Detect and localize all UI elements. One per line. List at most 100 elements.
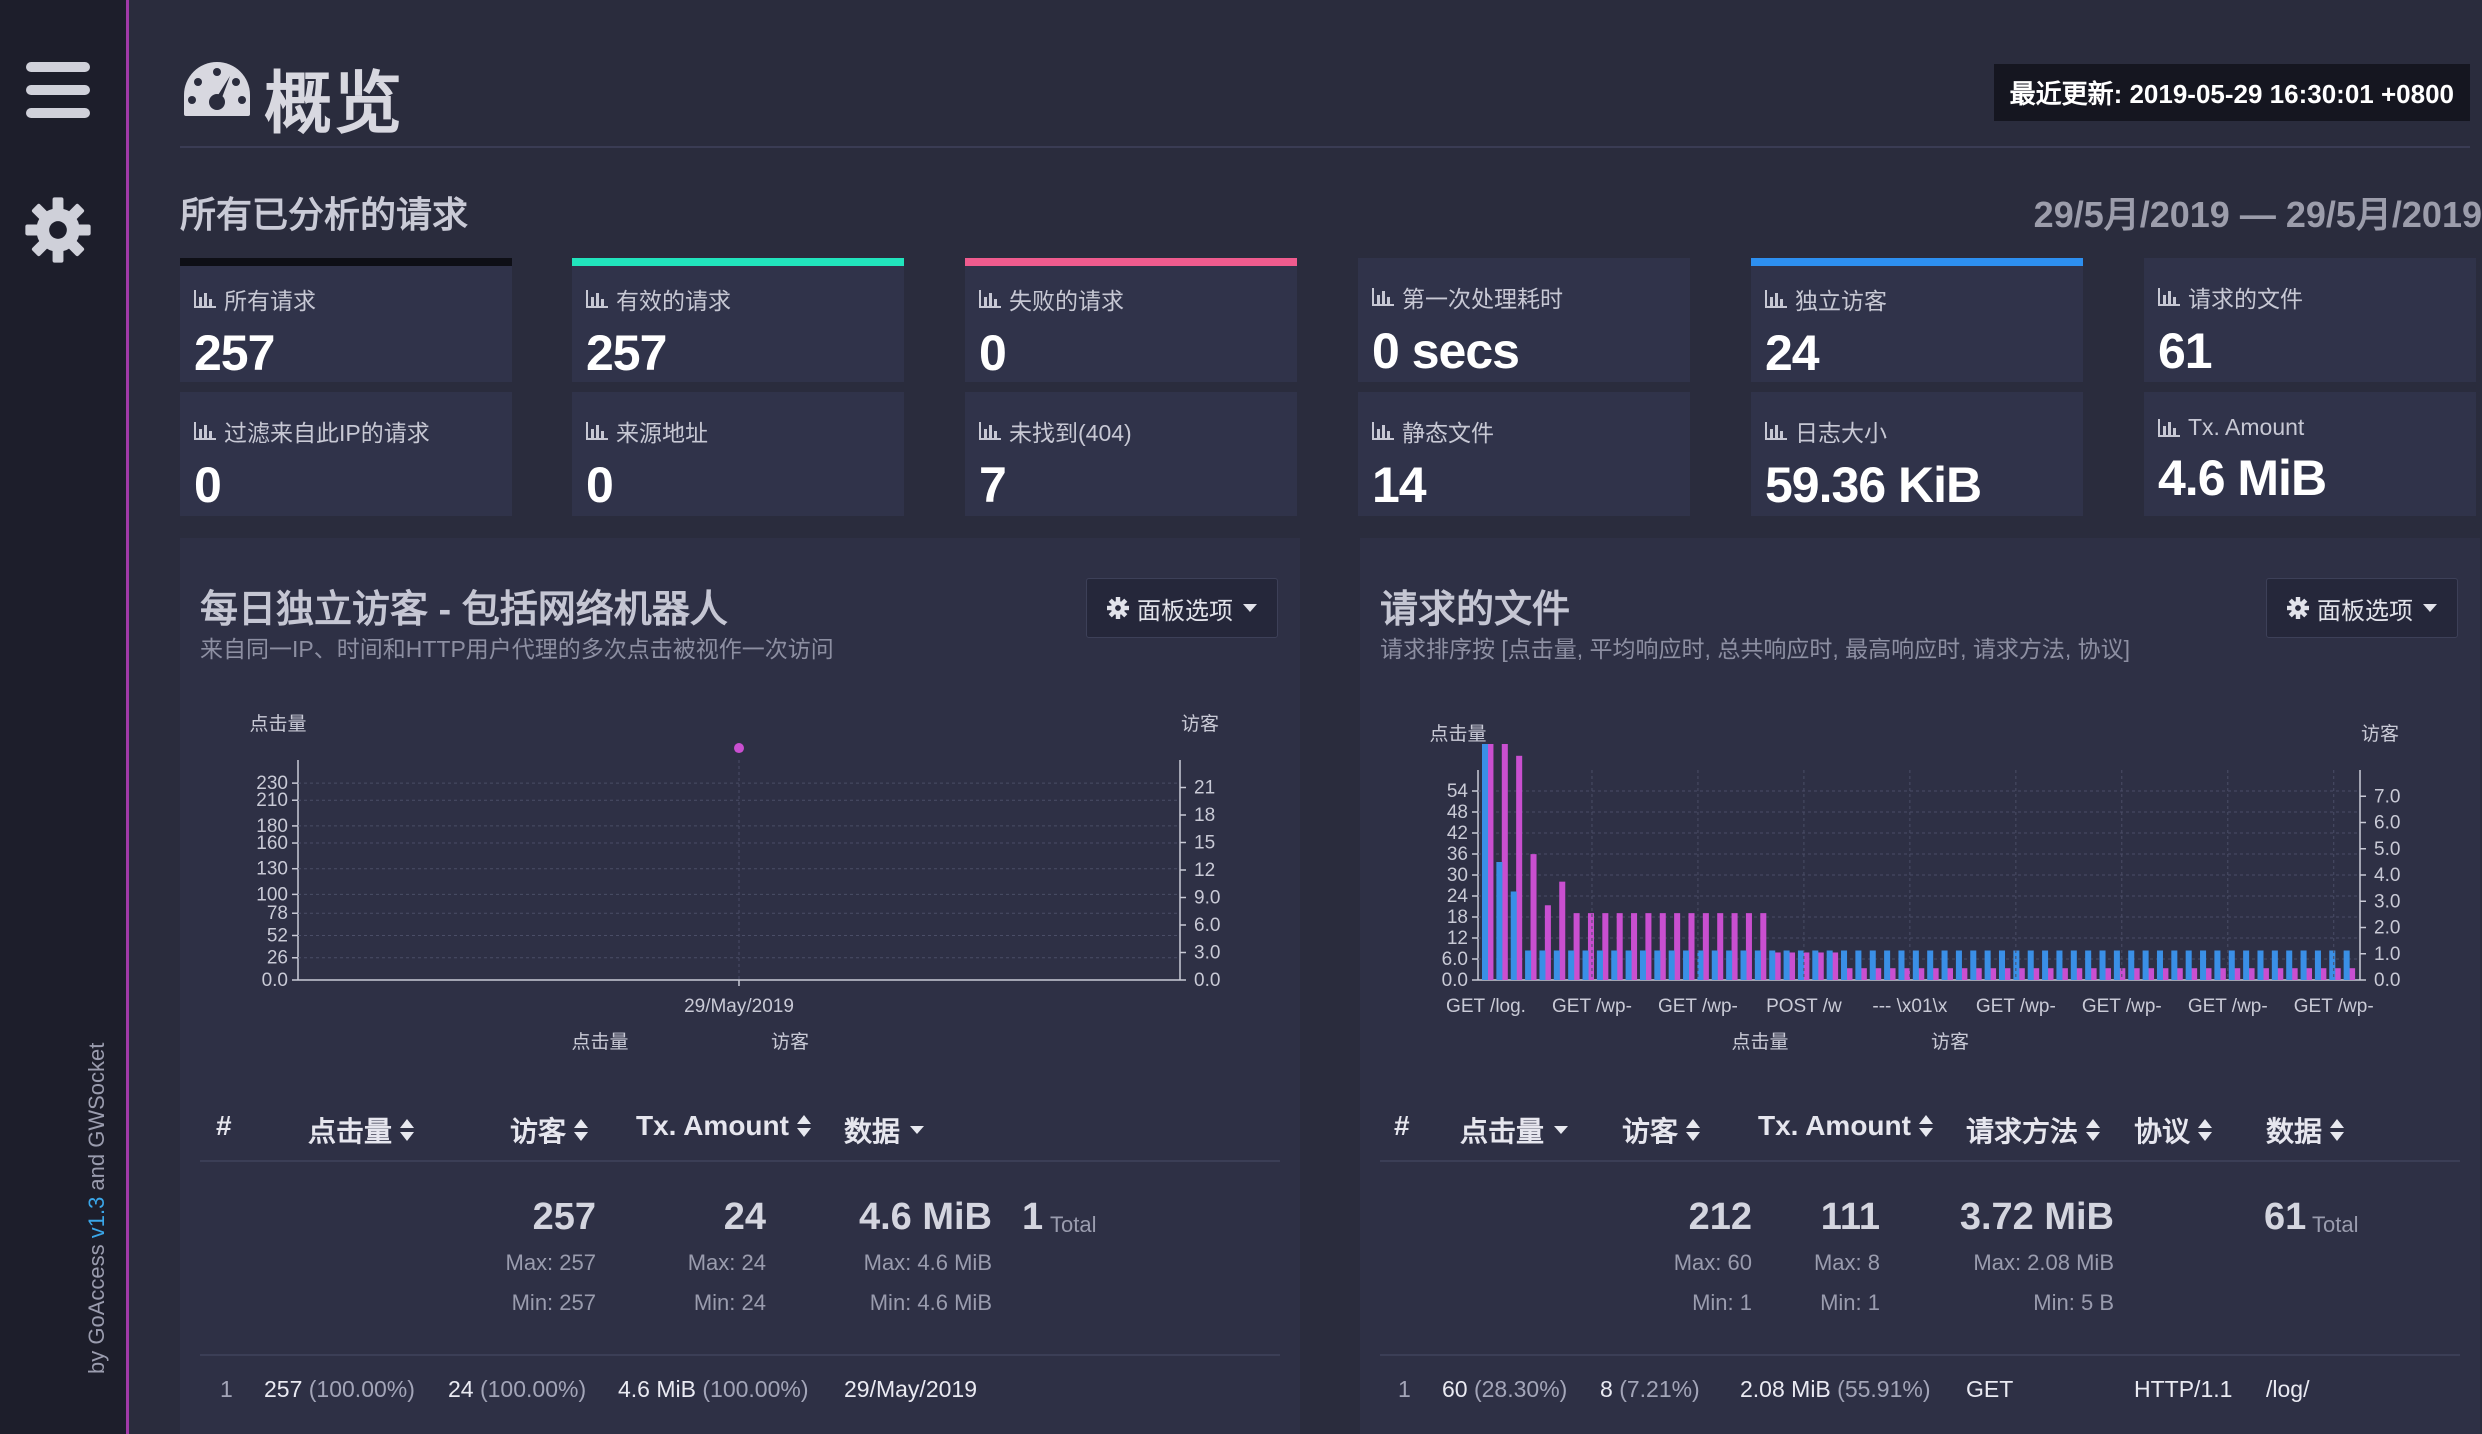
main-content: 概览 最近更新: 2019-05-29 16:30:01 +0800 所有已分析… (180, 0, 2482, 1434)
row-tx: 2.08 MiB (55.91%) (1740, 1376, 1930, 1403)
bar-hits (1631, 913, 1638, 980)
bar-hits (1903, 968, 1910, 980)
date-range: 29/5月/2019 — 29/5月/2019 (2033, 194, 2482, 235)
col-hits-label: 点击量 (308, 1116, 393, 1147)
stat-card-value: 0 (979, 325, 1007, 381)
hamburger-menu-icon[interactable] (26, 62, 90, 118)
row-tx-pct: (55.91%) (1837, 1376, 1931, 1402)
y-tick-label: 180 (256, 816, 288, 837)
col-tx-label: Tx. Amount (1758, 1110, 1911, 1141)
bar-hits (1932, 968, 1939, 980)
col-method[interactable]: 请求方法 (1966, 1110, 2101, 1150)
bar-hits (2119, 968, 2126, 980)
y-tick-label: 24 (1447, 886, 1469, 907)
bar-hits (2205, 968, 2212, 980)
bar-hits (1645, 913, 1652, 980)
stat-card-label: 来源地址 (586, 414, 890, 448)
stat-card-value: 14 (1372, 457, 1427, 513)
col-data[interactable]: 数据 (2266, 1110, 2345, 1150)
col-tx-amount[interactable]: Tx. Amount (636, 1110, 811, 1142)
bar-visitors (1955, 950, 1962, 980)
col-visitors[interactable]: 访客 (1622, 1110, 1701, 1150)
col-data[interactable]: 数据 (844, 1110, 925, 1150)
bar-hits (1659, 913, 1666, 980)
bar-hits (2076, 968, 2083, 980)
row-hits-pct: (28.30%) (1473, 1376, 1568, 1402)
summary-hits-min: Min: 1 (1692, 1290, 1752, 1315)
col-data-label: 数据 (2266, 1116, 2323, 1147)
col-hits[interactable]: 点击量 (1460, 1110, 1569, 1150)
summary-visitors: 24 (723, 1196, 766, 1238)
col-visitors[interactable]: 访客 (510, 1110, 589, 1150)
sort-icon (2198, 1119, 2213, 1141)
bar-hits (2176, 968, 2183, 980)
bar-hits (1602, 913, 1609, 980)
chevron-down-icon (910, 1126, 925, 1134)
bar-hits (1501, 744, 1508, 980)
bar-visitors (2070, 950, 2077, 980)
stat-card: 日志大小 59.36 KiB (1751, 392, 2083, 516)
y2-tick-label: 2.0 (2374, 918, 2400, 939)
bar-visitors (1754, 950, 1761, 980)
y-tick-label: 100 (256, 884, 288, 905)
col-tx-amount[interactable]: Tx. Amount (1758, 1110, 1933, 1142)
requests-panel-options-button[interactable]: 面板选项 (2266, 578, 2458, 638)
y-tick-label: 30 (1447, 865, 1468, 886)
bar-hits (1975, 968, 1982, 980)
x-tick-label: 29/May/2019 (684, 996, 794, 1017)
stat-card-value: 4.6 MiB (2158, 450, 2327, 506)
bar-hits (1803, 952, 1810, 980)
bar-hits (2191, 968, 2198, 980)
col-hits[interactable]: 点击量 (308, 1110, 415, 1150)
credit-version-link[interactable]: v1.3 (84, 1196, 109, 1239)
bar-visitors (1884, 950, 1891, 980)
y2-tick-label: 3.0 (2374, 891, 2400, 912)
y-tick-label: 12 (1447, 928, 1468, 949)
bar-hits (2090, 968, 2097, 980)
row-data[interactable]: /log/ (2266, 1376, 2310, 1402)
summary-tx-max: Max: 4.6 MiB (863, 1250, 992, 1275)
stat-card-value: 0 secs (1372, 323, 1520, 379)
summary-visitors: 111 (1820, 1196, 1880, 1238)
stat-card-label-text: 失败的请求 (1009, 288, 1124, 314)
table-header-divider (200, 1160, 1280, 1162)
row-hits-pct: (100.00%) (308, 1376, 415, 1402)
stat-card-value: 257 (194, 325, 275, 381)
bar-visitors (1769, 950, 1776, 980)
bar-chart-icon (979, 290, 1001, 308)
row-tx-value: 2.08 MiB (1740, 1376, 1831, 1402)
bar-visitors (1984, 950, 1991, 980)
gear-icon[interactable] (24, 196, 92, 264)
gear-icon (1107, 597, 1129, 619)
stat-card-label: 独立访客 (1765, 282, 2069, 316)
bar-hits (1530, 854, 1537, 980)
bar-chart-icon (979, 422, 1001, 440)
sort-icon (796, 1115, 811, 1137)
y-tick-label: 130 (256, 859, 288, 880)
gear-icon (2287, 597, 2309, 619)
bar-chart-icon (1765, 422, 1787, 440)
sort-icon (1918, 1115, 1933, 1137)
bar-visitors (2085, 950, 2092, 980)
stat-card-label-text: 静态文件 (1402, 420, 1494, 446)
col-visitors-label: 访客 (1622, 1116, 1679, 1147)
bar-visitors (1912, 950, 1919, 980)
sort-icon (574, 1119, 589, 1141)
stat-card-label: 所有请求 (194, 282, 498, 316)
bar-visitors (2042, 950, 2049, 980)
bar-hits (1674, 913, 1681, 980)
visitors-panel-options-button[interactable]: 面板选项 (1086, 578, 1278, 638)
stat-card: 第一次处理耗时 0 secs (1358, 258, 1690, 382)
stat-card-value: 0 (194, 457, 222, 513)
table-row[interactable]: 1 (1398, 1376, 1411, 1403)
table-row[interactable]: 1 (220, 1376, 233, 1403)
col-tx-label: Tx. Amount (636, 1110, 789, 1141)
x-tick-label: GET /wp- (1658, 996, 1738, 1017)
bar-chart-icon (586, 290, 608, 308)
stat-card: 静态文件 14 (1358, 392, 1690, 516)
bar-visitors (1496, 862, 1503, 980)
bar-chart-icon (1372, 288, 1394, 306)
row-index: 1 (220, 1376, 233, 1402)
col-protocol[interactable]: 协议 (2134, 1110, 2213, 1150)
bar-visitors (2156, 950, 2163, 980)
